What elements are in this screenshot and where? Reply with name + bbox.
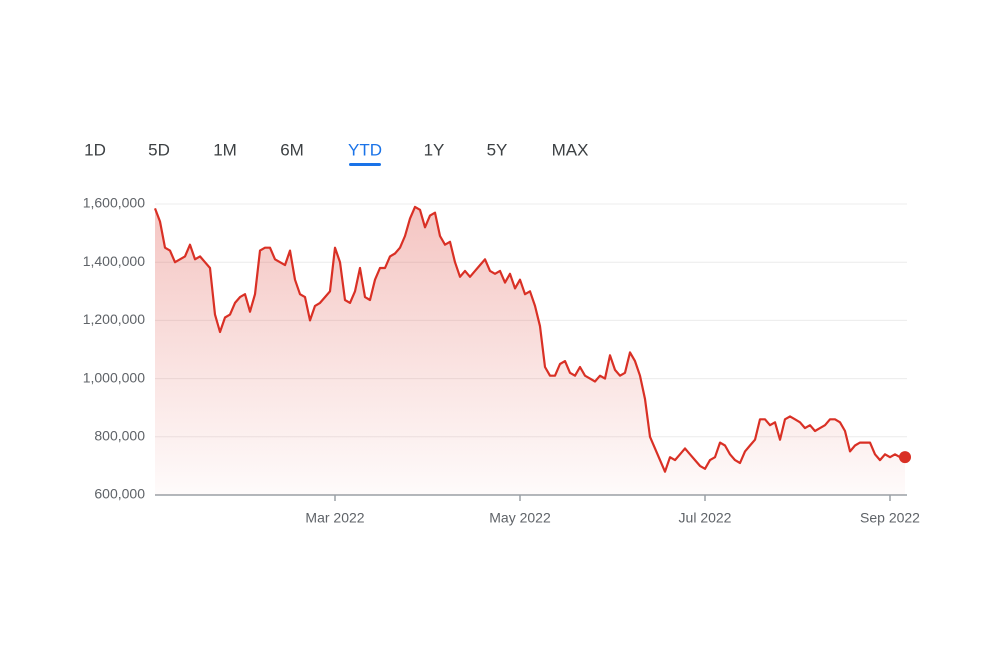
last-point [899,451,911,464]
range-tab[interactable]: 1Y [424,140,445,159]
range-tab[interactable]: 5D [148,140,170,159]
y-tick-label: 1,400,000 [83,253,145,269]
y-tick-label: 1,000,000 [83,369,145,385]
range-tab[interactable]: 5Y [487,140,508,159]
range-tab[interactable]: 6M [280,140,304,159]
y-tick-label: 1,600,000 [83,195,145,211]
y-tick-label: 800,000 [94,428,145,444]
range-tab[interactable]: YTD [348,140,382,159]
x-tick-label: Mar 2022 [305,510,364,526]
price-line [153,205,905,473]
y-tick-label: 1,200,000 [83,311,145,327]
range-tab[interactable]: 1M [213,140,237,159]
range-tab[interactable]: 1D [84,140,106,159]
x-tick-label: May 2022 [489,510,551,526]
x-tick-label: Sep 2022 [860,510,920,526]
area-fill [155,206,905,495]
selected-underline [349,163,381,166]
y-tick-label: 600,000 [94,486,145,502]
x-tick-label: Jul 2022 [679,510,732,526]
range-tab[interactable]: MAX [552,140,589,159]
